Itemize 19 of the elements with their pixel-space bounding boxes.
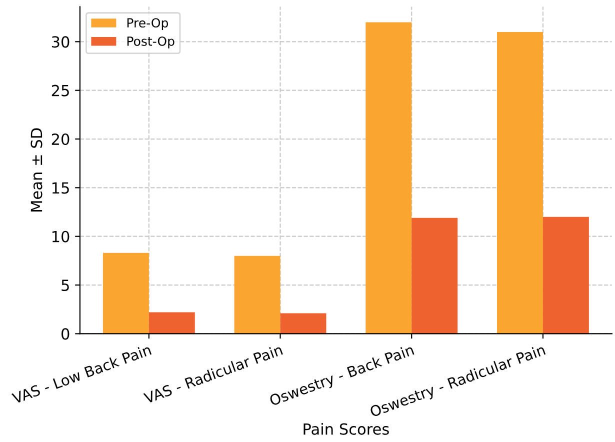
bar xyxy=(496,32,543,334)
bar xyxy=(542,216,589,334)
legend-label: Pre-Op xyxy=(127,18,168,30)
y-tick-label: 20 xyxy=(52,133,70,146)
y-tick-label: 30 xyxy=(52,36,70,48)
y-tick-label: 0 xyxy=(62,328,70,340)
bar xyxy=(234,256,280,334)
y-tick-label: 10 xyxy=(52,230,70,242)
y-tick-label: 5 xyxy=(62,280,69,292)
bar xyxy=(412,218,458,334)
bar xyxy=(148,312,195,334)
y-tick-label: 15 xyxy=(52,182,69,194)
bar xyxy=(280,313,326,334)
legend-label: Post-Op xyxy=(127,36,174,48)
y-axis-title: Mean ± SD xyxy=(30,128,42,212)
bar xyxy=(102,252,149,334)
bar xyxy=(366,22,412,334)
y-tick-label: 25 xyxy=(52,84,69,96)
x-axis-title: Pain Scores xyxy=(304,423,389,435)
